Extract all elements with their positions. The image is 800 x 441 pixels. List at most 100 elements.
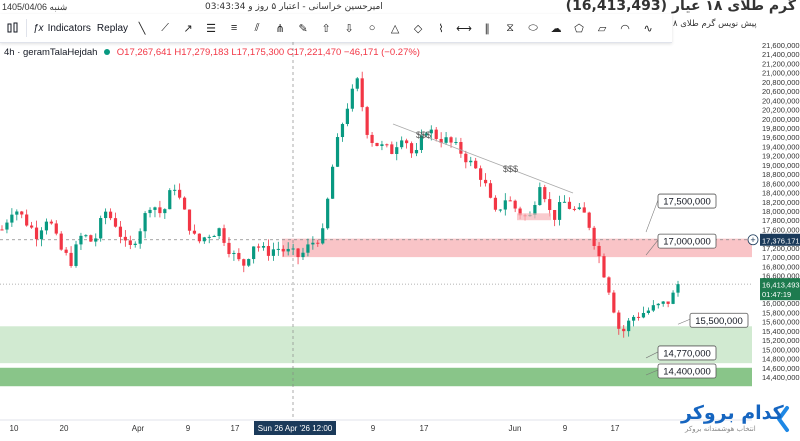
price-tick-label: 16,400,000 bbox=[762, 281, 800, 290]
candle bbox=[474, 160, 478, 169]
brush-icon[interactable]: ✎ bbox=[298, 22, 308, 35]
price-tick-label: 18,800,000 bbox=[762, 170, 800, 179]
price-tick-label: 15,800,000 bbox=[762, 308, 800, 317]
shapes-icon[interactable]: ◇ bbox=[413, 22, 423, 35]
candle bbox=[656, 303, 660, 306]
candle bbox=[631, 316, 636, 321]
candle bbox=[671, 292, 675, 304]
ellipse-icon[interactable]: ⬭ bbox=[528, 21, 538, 34]
ray-icon[interactable]: ↗ bbox=[183, 22, 193, 35]
candle bbox=[464, 153, 468, 163]
price-tick-label: 19,200,000 bbox=[762, 152, 800, 161]
time-tick-label: 17 bbox=[611, 424, 620, 433]
horizontal-lines-icon[interactable]: ☰ bbox=[206, 22, 216, 35]
candle bbox=[256, 246, 261, 248]
candle bbox=[291, 248, 295, 250]
triangle-icon[interactable]: △ bbox=[390, 22, 400, 35]
candle bbox=[252, 246, 256, 260]
candle bbox=[607, 277, 611, 293]
curve-icon[interactable]: ∿ bbox=[643, 22, 653, 35]
candle bbox=[39, 230, 44, 240]
polygon-icon[interactable]: ⬠ bbox=[574, 22, 584, 35]
time-tick-label: 9 bbox=[563, 424, 568, 433]
price-tick-label: 21,000,000 bbox=[762, 69, 800, 78]
candle bbox=[587, 212, 591, 228]
ohlc-values: O17,267,641 H17,279,183 L17,175,300 C17,… bbox=[116, 47, 420, 58]
brand-name: کدام بروکر bbox=[681, 402, 784, 424]
cursor-icon[interactable]: ╲ bbox=[138, 22, 146, 35]
candle bbox=[326, 198, 330, 229]
price-tick-label: 18,200,000 bbox=[762, 198, 800, 207]
time-tick-label: Jun bbox=[509, 424, 522, 433]
candle bbox=[276, 248, 280, 250]
candle bbox=[592, 227, 596, 246]
candle bbox=[562, 201, 567, 203]
candle bbox=[237, 252, 241, 260]
price-tick-label: 19,400,000 bbox=[762, 142, 800, 151]
candle bbox=[365, 107, 369, 135]
price-level-pointer bbox=[645, 369, 659, 376]
measure-icon[interactable]: ⧖ bbox=[506, 21, 514, 34]
circle-icon[interactable]: ○ bbox=[368, 22, 376, 34]
candle bbox=[178, 189, 182, 198]
candle bbox=[661, 301, 665, 304]
candle bbox=[553, 209, 557, 220]
candle bbox=[350, 88, 354, 109]
candle bbox=[414, 149, 419, 154]
zone-resistance bbox=[282, 238, 752, 258]
shape-icon[interactable]: ▱ bbox=[597, 22, 607, 35]
candle bbox=[266, 246, 271, 256]
fib-icon[interactable]: ≡ bbox=[230, 22, 238, 34]
crosshair-price-badge bbox=[760, 233, 800, 246]
candle bbox=[222, 228, 226, 243]
arrow-up-icon[interactable]: ⇧ bbox=[321, 22, 331, 35]
candle bbox=[424, 133, 428, 136]
candle bbox=[281, 248, 285, 252]
candle bbox=[370, 134, 374, 143]
price-tick-label: 21,200,000 bbox=[762, 59, 800, 68]
candle bbox=[548, 199, 552, 210]
arc-icon[interactable]: ◠ bbox=[620, 22, 630, 35]
last-price-label: 16,413,493 bbox=[762, 281, 800, 290]
fvg-box bbox=[517, 213, 551, 221]
price-tick-label: 16,200,000 bbox=[762, 290, 800, 299]
candle bbox=[577, 207, 581, 210]
candle bbox=[390, 144, 394, 154]
candle bbox=[345, 108, 350, 125]
candle bbox=[316, 242, 320, 244]
arrow-down-icon[interactable]: ⇩ bbox=[344, 22, 354, 35]
candle bbox=[311, 242, 315, 245]
time-tick-label: 20 bbox=[60, 424, 69, 433]
candle bbox=[163, 209, 167, 214]
candle bbox=[182, 197, 187, 210]
price-level-pointer bbox=[645, 239, 659, 256]
parallel-icon[interactable]: ∥ bbox=[484, 22, 490, 35]
candle bbox=[89, 235, 93, 242]
trend-line-icon[interactable]: ⟋ bbox=[161, 21, 169, 34]
chart-type-icon[interactable] bbox=[6, 17, 20, 39]
price-tick-label: 15,600,000 bbox=[762, 318, 800, 327]
path-icon[interactable]: ⌇ bbox=[438, 22, 444, 35]
price-tick-label: 16,600,000 bbox=[762, 272, 800, 281]
indicators-button[interactable]: ƒx Indicators bbox=[33, 17, 91, 39]
candle bbox=[498, 209, 502, 211]
pitchfork-icon[interactable]: ⋔ bbox=[275, 22, 285, 35]
channel-icon[interactable]: ⫽ bbox=[254, 21, 260, 34]
date-text: 1405/04/06 شنبه bbox=[2, 2, 68, 12]
candle bbox=[567, 201, 572, 209]
replay-button[interactable]: Replay bbox=[97, 17, 128, 39]
candle bbox=[217, 228, 221, 237]
extended-line-icon[interactable]: ⟷ bbox=[456, 22, 472, 35]
time-tick-label: 9 bbox=[186, 424, 191, 433]
cloud-icon[interactable]: ☁ bbox=[550, 22, 562, 35]
candle bbox=[651, 305, 655, 311]
candle bbox=[622, 328, 626, 332]
candle bbox=[54, 223, 58, 234]
price-level-label-box bbox=[689, 312, 749, 328]
candle bbox=[449, 137, 453, 143]
price-tick-label: 20,800,000 bbox=[762, 78, 800, 87]
add-alert-icon[interactable] bbox=[747, 234, 759, 246]
price-level-pointer bbox=[645, 351, 659, 359]
candle bbox=[330, 166, 335, 199]
top-status-bar: 1405/04/06 شنبه امیرحسین خراسانی - اعتبا… bbox=[0, 0, 800, 14]
